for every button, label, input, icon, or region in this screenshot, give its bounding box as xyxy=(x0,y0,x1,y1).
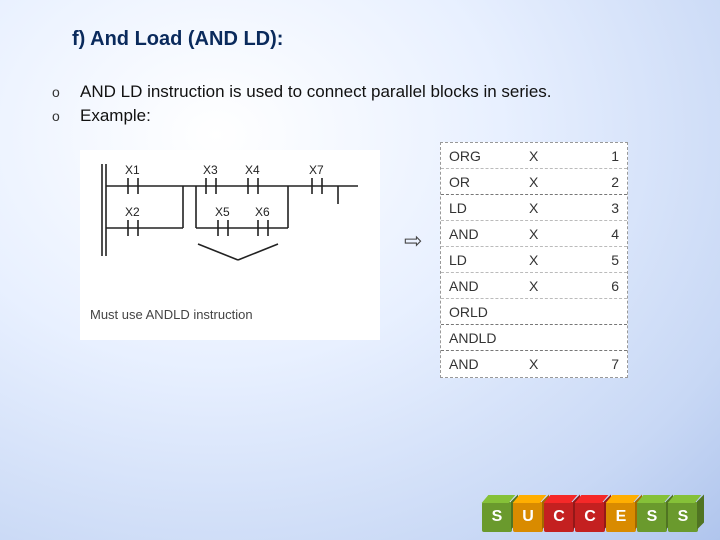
contact-label: X4 xyxy=(245,163,260,177)
section-title: f) And Load (AND LD): xyxy=(72,28,283,51)
table-row: ANDX6 xyxy=(441,273,627,299)
contact-label: X1 xyxy=(125,163,140,177)
mnemonic-cell: LD xyxy=(449,200,529,216)
operand-cell: X xyxy=(529,200,579,216)
mnemonic-cell: ANDLD xyxy=(449,330,529,346)
table-row: ANDX7 xyxy=(441,351,627,377)
letter-block-char: S xyxy=(492,508,503,526)
contact-label: X3 xyxy=(203,163,218,177)
addr-cell: 3 xyxy=(579,200,619,216)
letter-block: C xyxy=(544,502,574,532)
addr-cell: 5 xyxy=(579,252,619,268)
bullet-mark: o xyxy=(52,108,80,124)
list-item: o AND LD instruction is used to connect … xyxy=(52,82,680,102)
operand-cell: X xyxy=(529,148,579,164)
success-blocks: SUCCESS xyxy=(482,502,698,532)
letter-block-char: C xyxy=(553,508,565,526)
operand-cell: X xyxy=(529,278,579,294)
bullet-list: o AND LD instruction is used to connect … xyxy=(52,82,680,130)
table-row: ORX2 xyxy=(441,169,627,195)
letter-block-char: E xyxy=(616,508,627,526)
ladder-diagram: X1 X3 X4 X7 X2 X5 X6 Must use ANDLD inst… xyxy=(80,150,380,340)
bullet-text: Example: xyxy=(80,106,151,126)
letter-block: S xyxy=(668,502,698,532)
instruction-table: ORGX1ORX2LDX3ANDX4LDX5ANDX6ORLDANDLDANDX… xyxy=(440,142,628,378)
ladder-caption: Must use ANDLD instruction xyxy=(90,307,253,322)
operand-cell: X xyxy=(529,174,579,190)
table-row: ANDX4 xyxy=(441,221,627,247)
table-row: ORGX1 xyxy=(441,143,627,169)
letter-block-char: C xyxy=(584,508,596,526)
letter-block-char: U xyxy=(522,508,534,526)
contact-label: X2 xyxy=(125,205,140,219)
letter-block: C xyxy=(575,502,605,532)
table-row: ORLD xyxy=(441,299,627,325)
letter-block: E xyxy=(606,502,636,532)
mnemonic-cell: AND xyxy=(449,278,529,294)
letter-block-char: S xyxy=(647,508,658,526)
table-row: LDX3 xyxy=(441,195,627,221)
table-row: LDX5 xyxy=(441,247,627,273)
operand-cell: X xyxy=(529,356,579,372)
bullet-text: AND LD instruction is used to connect pa… xyxy=(80,82,552,102)
letter-block: U xyxy=(513,502,543,532)
mnemonic-cell: AND xyxy=(449,226,529,242)
operand-cell: X xyxy=(529,252,579,268)
bullet-mark: o xyxy=(52,84,80,100)
addr-cell: 1 xyxy=(579,148,619,164)
mnemonic-cell: AND xyxy=(449,356,529,372)
letter-block-char: S xyxy=(678,508,689,526)
table-row: ANDLD xyxy=(441,325,627,351)
addr-cell: 7 xyxy=(579,356,619,372)
addr-cell: 4 xyxy=(579,226,619,242)
addr-cell: 2 xyxy=(579,174,619,190)
mnemonic-cell: LD xyxy=(449,252,529,268)
operand-cell: X xyxy=(529,226,579,242)
list-item: o Example: xyxy=(52,106,680,126)
mnemonic-cell: ORLD xyxy=(449,304,529,320)
mnemonic-cell: ORG xyxy=(449,148,529,164)
letter-block: S xyxy=(482,502,512,532)
mnemonic-cell: OR xyxy=(449,174,529,190)
ladder-svg: X1 X3 X4 X7 X2 X5 X6 xyxy=(88,156,372,286)
letter-block: S xyxy=(637,502,667,532)
arrow-right-icon: ⇨ xyxy=(404,228,422,254)
addr-cell: 6 xyxy=(579,278,619,294)
contact-label: X6 xyxy=(255,205,270,219)
contact-label: X7 xyxy=(309,163,324,177)
contact-label: X5 xyxy=(215,205,230,219)
